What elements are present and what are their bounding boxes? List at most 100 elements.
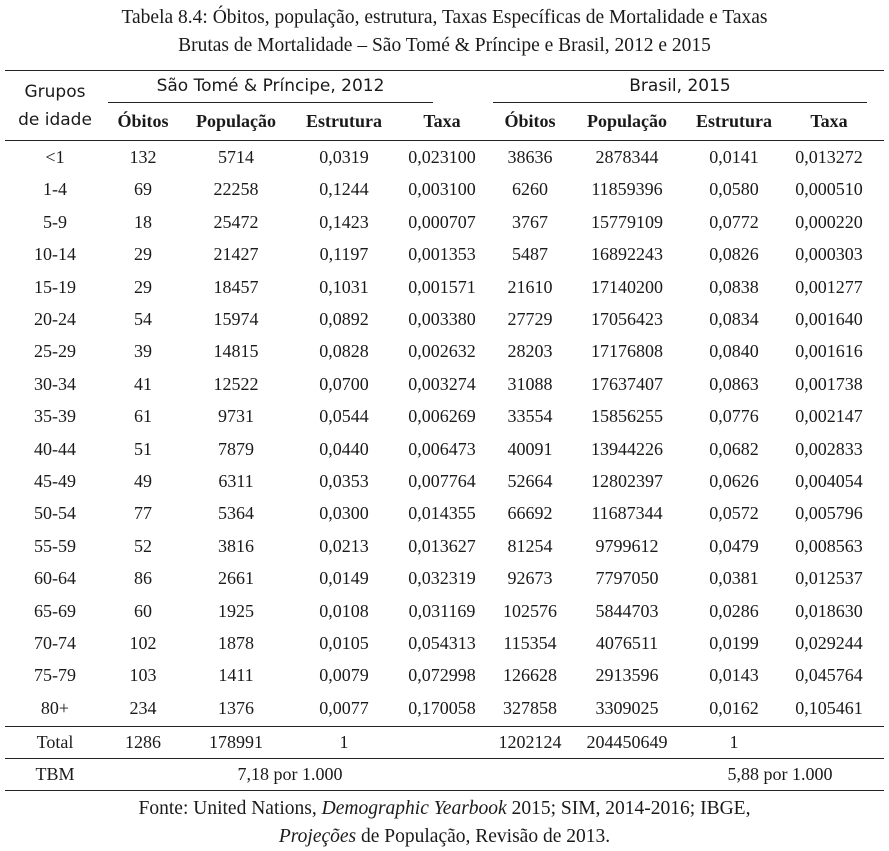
table-cell: 38636 xyxy=(507,147,553,167)
age-group-cell: 50-54 xyxy=(34,503,76,524)
table-cell: 0,018630 xyxy=(795,600,863,621)
table-cell: 0,001738 xyxy=(795,373,863,394)
table-cell: 1878 xyxy=(218,633,254,653)
table-cell: 327858 xyxy=(503,697,557,718)
table-cell: 0,004054 xyxy=(795,471,863,491)
table-cell: 21427 xyxy=(213,244,259,265)
table-cell: 0,0300 xyxy=(319,503,369,524)
age-group-cell: 35-39 xyxy=(34,406,76,427)
total-cell: 1 xyxy=(729,732,739,752)
table-cell: 0,1031 xyxy=(319,276,369,297)
age-group-cell: 75-79 xyxy=(34,665,76,686)
table-cell: 0,001640 xyxy=(795,309,863,329)
age-group-cell: 40-44 xyxy=(34,438,76,459)
table-cell: 13944226 xyxy=(591,438,663,459)
table-cell: 5844703 xyxy=(595,600,659,621)
bottom-rule xyxy=(5,790,884,791)
header-bottom-rule xyxy=(5,140,884,141)
age-group-cell: 5-9 xyxy=(43,211,67,232)
table-cell: 0,0828 xyxy=(319,341,369,362)
table-cell: 1925 xyxy=(218,600,254,621)
source-line-2: Projeções de População, Revisão de 2013. xyxy=(0,823,889,851)
table-cell: 115354 xyxy=(503,633,557,653)
table-cell: 0,003100 xyxy=(408,179,476,200)
table-cell: 0,013272 xyxy=(795,147,863,167)
source-projecoes: Projeções xyxy=(278,826,357,847)
table-cell: 0,1423 xyxy=(319,211,369,232)
table-cell: 33554 xyxy=(507,406,553,427)
table-cell: 0,0143 xyxy=(709,665,759,686)
table-cell: 0,0199 xyxy=(709,633,759,653)
table-cell: 0,1197 xyxy=(319,244,369,265)
table-cell: 16892243 xyxy=(591,244,663,265)
table-cell: 0,013627 xyxy=(408,535,476,556)
table-cell: 31088 xyxy=(507,373,553,394)
table-cell: 3816 xyxy=(218,535,254,556)
table-cell: 0,0776 xyxy=(709,406,759,427)
age-group-cell: 30-34 xyxy=(34,373,76,394)
source-suffix: de População, Revisão de 2013. xyxy=(356,826,611,847)
table-cell: 0,007764 xyxy=(408,471,476,491)
table-cell: 0,054313 xyxy=(408,633,476,653)
table-cell: 0,0580 xyxy=(709,179,759,200)
table-cell: 15779109 xyxy=(591,211,663,232)
table-cell: 0,001277 xyxy=(795,276,863,297)
table-cell: 5364 xyxy=(218,503,254,524)
tbm-brasil-value: 5,88 por 1.000 xyxy=(727,764,833,784)
table-cell: 0,001571 xyxy=(408,276,476,297)
table-cell: 22258 xyxy=(213,179,259,200)
table-cell: 0,0840 xyxy=(709,341,759,362)
table-cell: 52 xyxy=(134,535,152,556)
table-cell: 0,031169 xyxy=(408,600,476,621)
age-group-cell: 60-64 xyxy=(34,568,76,589)
table-cell: 92673 xyxy=(507,568,553,589)
table-cell: 0,0105 xyxy=(319,633,369,653)
table-cell: 0,0149 xyxy=(319,568,369,589)
total-cell: 1 xyxy=(339,732,349,752)
age-group-cell: 70-74 xyxy=(34,633,76,653)
source-middle: 2015; SIM, 2014-2016; IBGE, xyxy=(506,798,751,819)
table-cell: 0,0440 xyxy=(319,438,369,459)
column-header: Óbitos xyxy=(117,111,169,131)
caption-line-2: Brutas de Mortalidade – São Tomé & Prínc… xyxy=(178,35,711,56)
table-cell: 61 xyxy=(134,406,152,427)
table-caption: Tabela 8.4: Óbitos, população, estrutura… xyxy=(0,4,889,60)
table-cell: 7797050 xyxy=(595,568,659,589)
age-group-cell: 10-14 xyxy=(34,244,76,265)
brasil-group-rule xyxy=(493,102,867,103)
table-cell: 0,0826 xyxy=(709,244,759,265)
table-cell: 2878344 xyxy=(595,147,659,167)
source-prefix: Fonte: United Nations, xyxy=(138,798,322,819)
total-top-rule xyxy=(5,726,884,727)
table-cell: 5487 xyxy=(512,244,548,265)
table-cell: 6260 xyxy=(512,179,548,200)
table-cell: 5714 xyxy=(218,147,254,167)
table-cell: 0,0353 xyxy=(319,471,369,491)
age-group-cell: 15-19 xyxy=(34,276,76,297)
table-cell: 103 xyxy=(129,665,157,686)
age-group-cell: 65-69 xyxy=(34,600,76,621)
table-cell: 0,045764 xyxy=(795,665,863,686)
table-cell: 60 xyxy=(134,600,152,621)
table-cell: 86 xyxy=(134,568,152,589)
table-cell: 0,170058 xyxy=(408,697,476,718)
table-cell: 12522 xyxy=(213,373,259,394)
table-cell: 49 xyxy=(134,471,152,491)
top-rule xyxy=(5,70,884,71)
table-cell: 0,0141 xyxy=(709,147,759,167)
tbm-top-rule xyxy=(5,758,884,759)
table-cell: 0,0162 xyxy=(709,697,759,718)
table-cell: 0,072998 xyxy=(408,665,476,686)
table-cell: 3309025 xyxy=(595,697,659,718)
table-cell: 0,0381 xyxy=(709,568,759,589)
table-cell: 0,032319 xyxy=(408,568,476,589)
table-cell: 102 xyxy=(129,633,157,653)
table-cell: 17140200 xyxy=(591,276,663,297)
table-cell: 66692 xyxy=(507,503,553,524)
table-cell: 0,014355 xyxy=(408,503,476,524)
table-cell: 9799612 xyxy=(595,535,659,556)
total-cell: 204450649 xyxy=(586,732,668,752)
table-cell: 0,0079 xyxy=(319,665,369,686)
column-header: Taxa xyxy=(423,111,461,131)
total-cell: 178991 xyxy=(209,732,263,752)
